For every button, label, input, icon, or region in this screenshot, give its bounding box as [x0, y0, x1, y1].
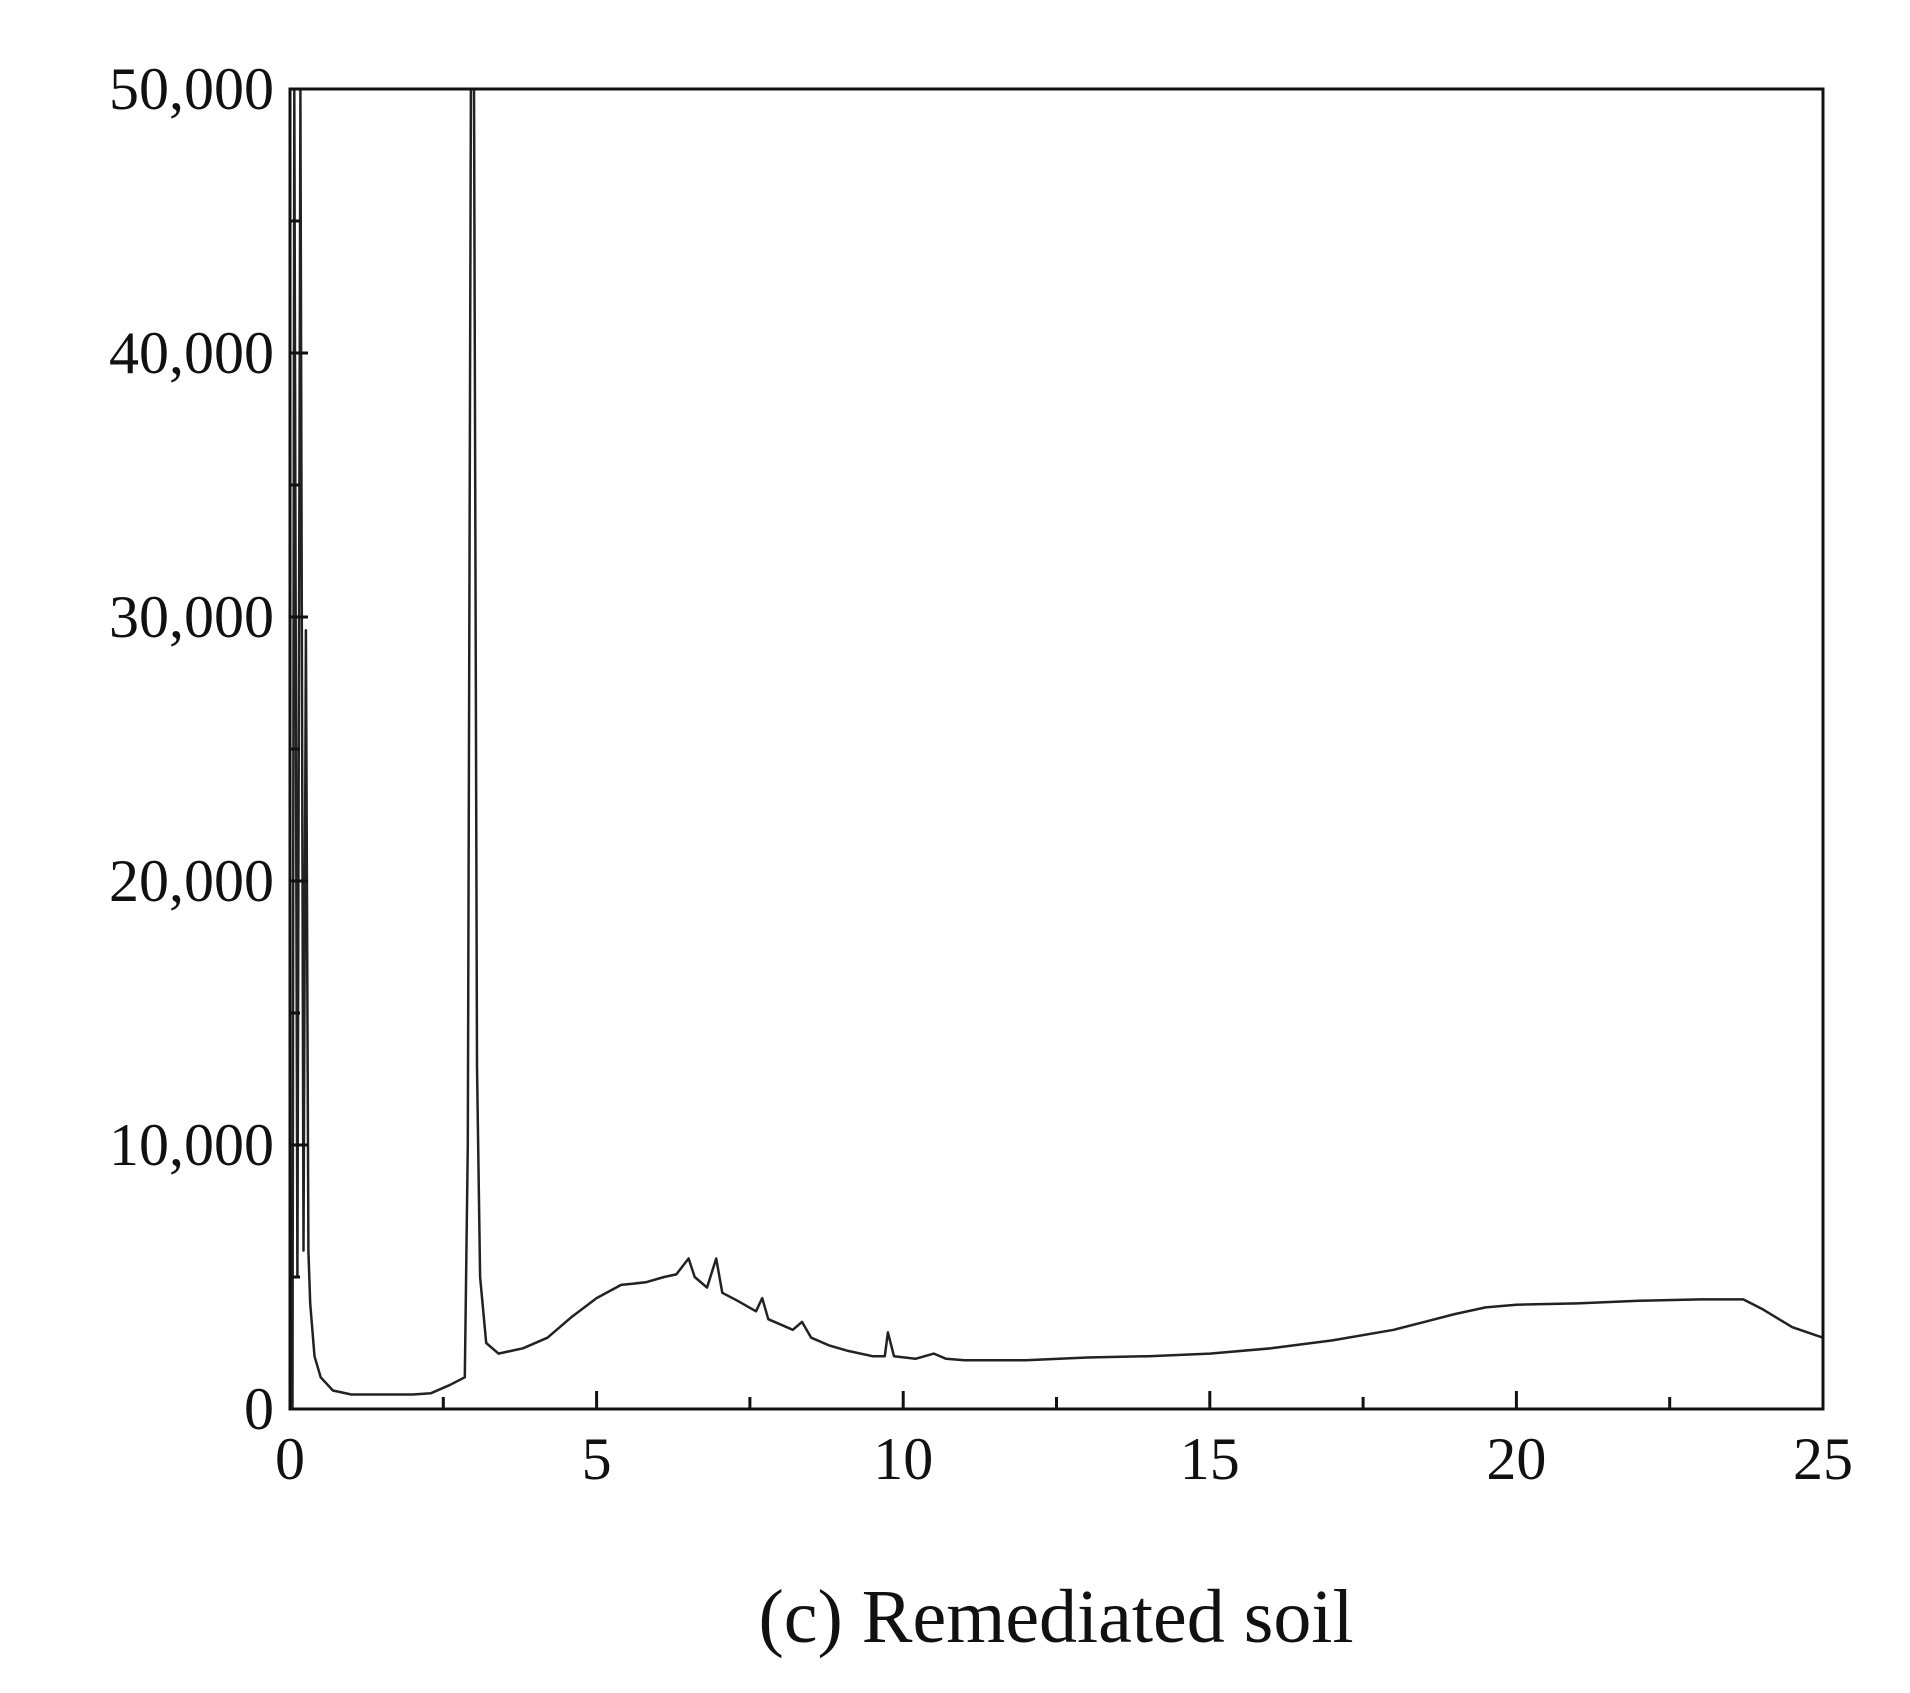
x-tick-label: 0	[275, 1426, 305, 1492]
x-tick-label: 15	[1180, 1426, 1240, 1492]
y-tick-label: 50,000	[109, 56, 274, 122]
y-tick-label: 20,000	[109, 848, 274, 914]
y-tick-label: 0	[244, 1376, 274, 1442]
y-tick-label: 30,000	[109, 584, 274, 650]
y-tick-label: 40,000	[109, 320, 274, 386]
y-tick-label: 10,000	[109, 1112, 274, 1178]
plot-frame	[288, 87, 1825, 1411]
x-tick-label: 10	[873, 1426, 933, 1492]
chart-title: (c) Remediated soil	[758, 1575, 1353, 1659]
x-tick-label: 20	[1486, 1426, 1546, 1492]
x-tick-label: 5	[582, 1426, 612, 1492]
line	[290, 89, 1823, 1409]
x-tick-label: 25	[1793, 1426, 1853, 1492]
